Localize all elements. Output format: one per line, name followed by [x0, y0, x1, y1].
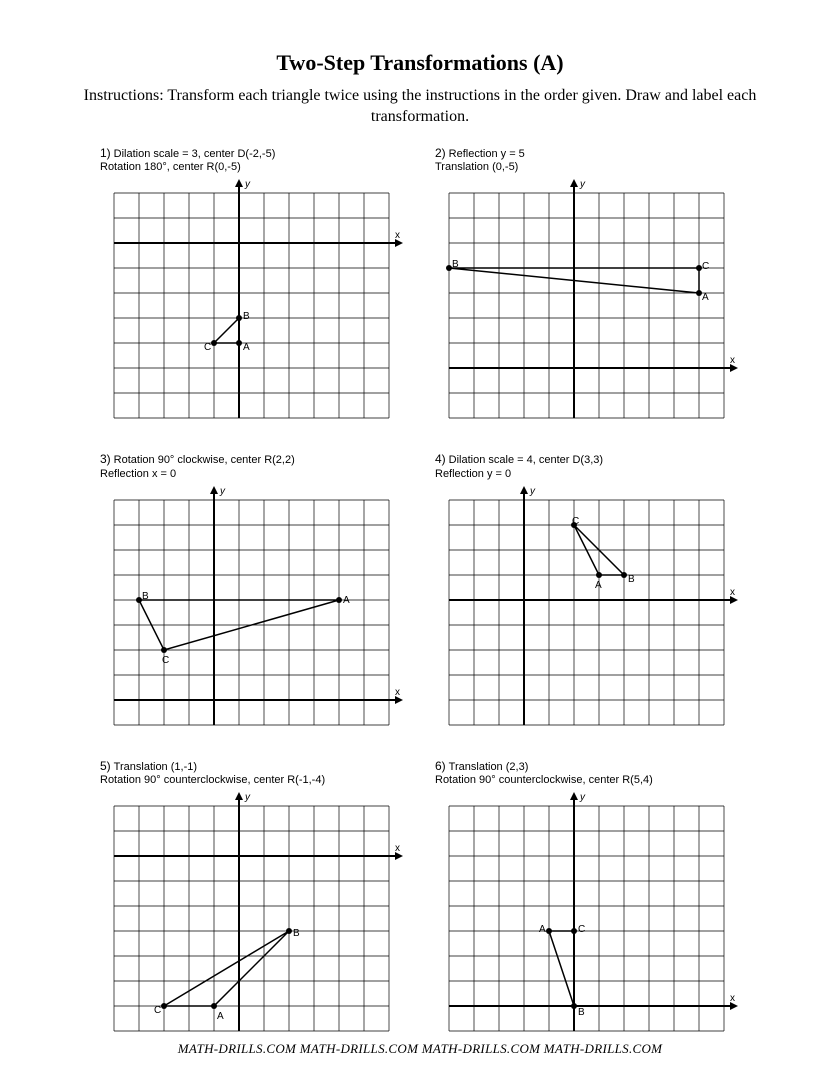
vertex-point: [571, 1003, 577, 1009]
vertex-label: A: [539, 924, 546, 935]
footer-text: MATH-DRILLS.COM MATH-DRILLS.COM MATH-DRI…: [0, 1041, 840, 1057]
vertex-point: [211, 1003, 217, 1009]
vertex-label: C: [578, 924, 585, 935]
problem-1: 1)Dilation scale = 3, center D(-2,-5) Ro…: [100, 146, 405, 433]
vertex-label: C: [702, 261, 709, 272]
vertex-point: [571, 928, 577, 934]
problem-number: 4): [435, 452, 446, 466]
problem-instructions: 3)Rotation 90° clockwise, center R(2,2) …: [100, 452, 405, 482]
triangle-shape: [214, 318, 239, 343]
vertex-label: C: [162, 655, 169, 666]
svg-text:x: x: [730, 993, 735, 1004]
coordinate-grid: y x A C B: [435, 792, 738, 1045]
svg-text:y: y: [579, 792, 586, 803]
vertex-point: [546, 928, 552, 934]
vertex-label: C: [204, 342, 211, 353]
svg-text:x: x: [730, 587, 735, 598]
vertex-label: A: [243, 342, 250, 353]
vertex-point: [236, 340, 242, 346]
vertex-label: B: [142, 591, 149, 602]
vertex-point: [596, 572, 602, 578]
problem-number: 6): [435, 759, 446, 773]
problem-instructions: 2)Reflection y = 5 Translation (0,-5): [435, 146, 740, 176]
svg-text:x: x: [395, 843, 400, 854]
problem-text: Translation (1,-1) Rotation 90° counterc…: [100, 761, 325, 787]
vertex-label: B: [628, 574, 635, 585]
problem-text: Dilation scale = 3, center D(-2,-5) Rota…: [100, 148, 275, 174]
svg-text:y: y: [579, 179, 586, 190]
vertex-label: B: [293, 928, 300, 939]
coordinate-grid: y x C A B: [435, 486, 738, 739]
problem-instructions: 4)Dilation scale = 4, center D(3,3) Refl…: [435, 452, 740, 482]
vertex-point: [161, 647, 167, 653]
vertex-point: [211, 340, 217, 346]
svg-text:y: y: [244, 179, 251, 190]
vertex-label: A: [217, 1011, 224, 1022]
problem-text: Rotation 90° clockwise, center R(2,2) Re…: [100, 454, 295, 480]
problem-4: 4)Dilation scale = 4, center D(3,3) Refl…: [435, 452, 740, 739]
triangle-shape: [164, 931, 289, 1006]
problem-3: 3)Rotation 90° clockwise, center R(2,2) …: [100, 452, 405, 739]
problem-number: 3): [100, 452, 111, 466]
vertex-label: C: [154, 1005, 161, 1016]
problem-number: 1): [100, 146, 111, 160]
vertex-label: A: [595, 580, 602, 591]
page-title: Two-Step Transformations (A): [60, 50, 780, 76]
vertex-label: B: [578, 1007, 585, 1018]
vertex-label: B: [452, 259, 459, 270]
coordinate-grid: y x B A C: [100, 486, 403, 739]
vertex-point: [161, 1003, 167, 1009]
problem-number: 2): [435, 146, 446, 160]
vertex-point: [286, 928, 292, 934]
vertex-label: B: [243, 311, 250, 322]
instructions-text: Instructions: Transform each triangle tw…: [60, 86, 780, 128]
problem-instructions: 6)Translation (2,3) Rotation 90° counter…: [435, 759, 740, 789]
triangle-shape: [549, 931, 574, 1006]
vertex-label: C: [572, 516, 579, 527]
coordinate-grid: y x C A B: [100, 792, 403, 1045]
svg-text:x: x: [730, 355, 735, 366]
problem-number: 5): [100, 759, 111, 773]
svg-text:y: y: [244, 792, 251, 803]
svg-text:x: x: [395, 230, 400, 241]
problems-grid: 1)Dilation scale = 3, center D(-2,-5) Ro…: [60, 146, 780, 1046]
problem-text: Translation (2,3) Rotation 90° countercl…: [435, 761, 653, 787]
svg-text:y: y: [529, 486, 536, 497]
problem-instructions: 1)Dilation scale = 3, center D(-2,-5) Ro…: [100, 146, 405, 176]
vertex-point: [336, 597, 342, 603]
vertex-label: A: [343, 595, 350, 606]
svg-text:y: y: [219, 486, 226, 497]
vertex-point: [621, 572, 627, 578]
svg-text:x: x: [395, 687, 400, 698]
problem-text: Reflection y = 5 Translation (0,-5): [435, 148, 525, 174]
problem-2: 2)Reflection y = 5 Translation (0,-5) y x B…: [435, 146, 740, 433]
vertex-point: [236, 315, 242, 321]
problem-5: 5)Translation (1,-1) Rotation 90° counte…: [100, 759, 405, 1046]
problem-6: 6)Translation (2,3) Rotation 90° counter…: [435, 759, 740, 1046]
coordinate-grid: y x C A B: [100, 179, 403, 432]
problem-instructions: 5)Translation (1,-1) Rotation 90° counte…: [100, 759, 405, 789]
vertex-label: A: [702, 292, 709, 303]
coordinate-grid: y x B C A: [435, 179, 738, 432]
problem-text: Dilation scale = 4, center D(3,3) Reflec…: [435, 454, 603, 480]
